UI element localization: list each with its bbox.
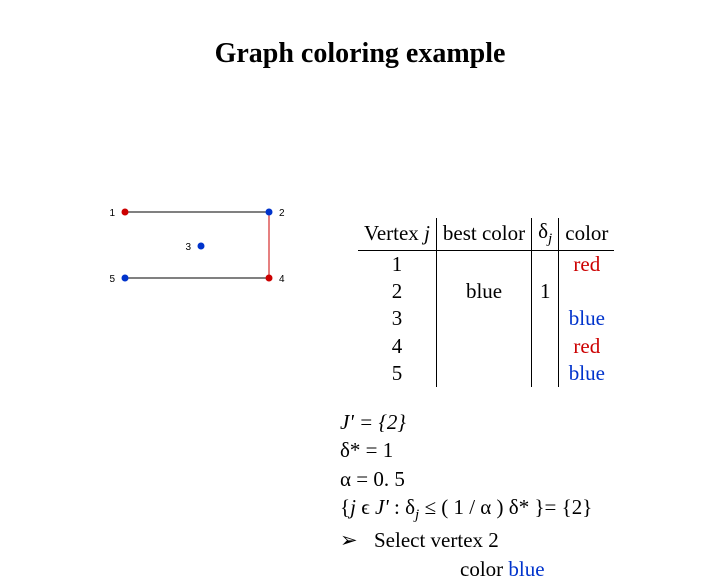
graph-node [266,209,273,216]
slide-title: Graph coloring example [0,0,720,70]
graph-node [122,275,129,282]
math-line-3: α = 0. 5 [340,465,592,493]
table-row: 4 red [358,333,614,360]
graph-node-label: 4 [279,274,285,285]
math-line-2: δ* = 1 [340,436,592,464]
math-l6-b: blue [508,557,544,581]
math-line-4: {j ϵ J' : δj ≤ ( 1 / α ) δ* }= {2} [340,493,592,526]
math-l4-b: ϵ [356,495,375,519]
th-delta-sym: δ [538,219,548,243]
graph-node-label: 2 [279,208,285,219]
math-line-1: J' = {2} [340,408,592,436]
cell-delta [532,360,559,387]
graph-node [122,209,129,216]
cell-best-color [436,305,531,332]
cell-vertex: 5 [358,360,436,387]
math-line-6: color blue [340,555,592,583]
table-row: 1 red [358,250,614,278]
cell-best-color [436,360,531,387]
cell-delta [532,250,559,278]
math-l4-jp: J' [375,495,389,519]
th-delta-sub: j [548,231,552,247]
graph-node-label: 1 [109,208,115,219]
math-l4-c: : δ [389,495,415,519]
math-l4-a: { [340,495,350,519]
cell-vertex: 2 [358,278,436,305]
math-block: J' = {2} δ* = 1 α = 0. 5 {j ϵ J' : δj ≤ … [340,408,592,583]
graph-node-label: 3 [185,242,191,253]
th-delta: δj [532,218,559,250]
cell-delta [532,305,559,332]
math-l1: J' = {2} [340,410,406,434]
cell-color: blue [559,305,615,332]
cell-best-color [436,333,531,360]
th-best-color: best color [436,218,531,250]
graph-node [198,243,205,250]
th-color: color [559,218,615,250]
bullet-arrow: ➢ [340,526,374,555]
graph-diagram: 1 2 3 4 5 [105,200,295,300]
cell-best-color [436,250,531,278]
table-row: 3 blue [358,305,614,332]
cell-color: red [559,333,615,360]
table-row: 2blue1 [358,278,614,305]
cell-delta [532,333,559,360]
graph-node [266,275,273,282]
math-line-5: ➢Select vertex 2 [340,526,592,555]
cell-color [559,278,615,305]
th-vertex-var: j [424,221,430,245]
th-vertex: Vertex j [358,218,436,250]
table-row: 5 blue [358,360,614,387]
cell-delta: 1 [532,278,559,305]
graph-node-label: 5 [109,274,115,285]
math-l4-d: ≤ ( 1 / α ) δ* }= {2} [419,495,592,519]
vertex-table: Vertex j best color δj color 1red2blue13… [358,218,614,387]
cell-color: red [559,250,615,278]
math-l3: α = 0. 5 [340,467,405,491]
cell-best-color: blue [436,278,531,305]
cell-vertex: 4 [358,333,436,360]
math-l6-a: color [460,557,508,581]
cell-vertex: 1 [358,250,436,278]
cell-vertex: 3 [358,305,436,332]
cell-color: blue [559,360,615,387]
th-vertex-text: Vertex [364,221,419,245]
math-l2: δ* = 1 [340,438,393,462]
